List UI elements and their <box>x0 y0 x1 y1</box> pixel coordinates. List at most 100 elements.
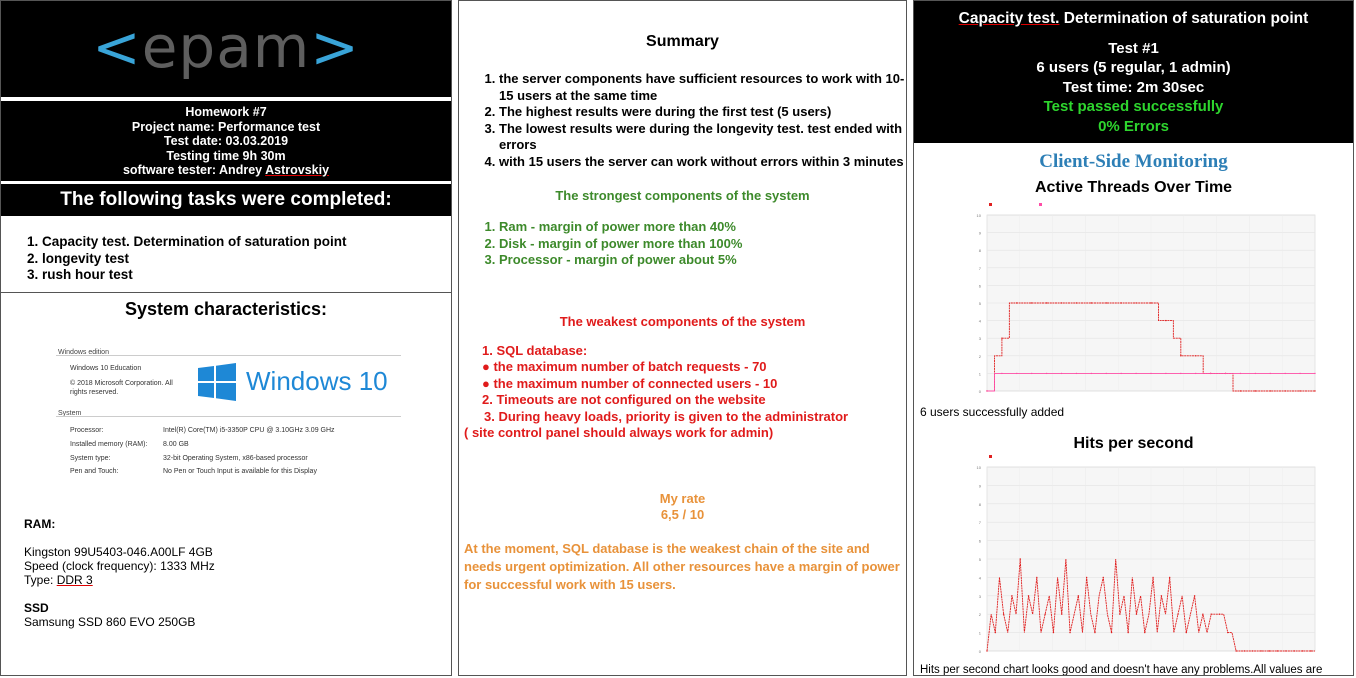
list-item: longevity test <box>42 251 451 268</box>
tester-name: Astrovskiy <box>265 163 330 177</box>
data-point <box>1090 302 1093 304</box>
testing-time: Testing time 9h 30m <box>166 148 286 163</box>
list-item: 3. During heavy loads, priority is given… <box>484 408 849 424</box>
data-point <box>1019 558 1021 560</box>
data-point <box>1135 302 1137 304</box>
rate-block: My rate 6,5 / 10 <box>459 491 906 524</box>
homework-info: Homework #7 Project name: Performance te… <box>1 101 451 181</box>
data-point <box>1301 650 1304 652</box>
pen-touch-value: No Pen or Touch Input is available for t… <box>163 468 317 475</box>
data-point <box>1069 631 1071 634</box>
y-tick-label: 6 <box>979 283 982 288</box>
title-underlined: Capacity test. <box>958 10 1060 27</box>
data-point <box>1150 302 1152 304</box>
list-item: the server components have sufficient re… <box>499 71 906 104</box>
list-item: 1. SQL database: <box>482 342 588 358</box>
ram-speed: Speed (clock frequency): 1333 MHz <box>24 559 215 573</box>
capacity-test-title: Capacity test. Determination of saturati… <box>914 9 1353 29</box>
data-point <box>1052 631 1055 634</box>
data-point <box>1045 302 1048 304</box>
list-item: ● the maximum number of batch requests -… <box>482 359 767 374</box>
data-point <box>1177 613 1179 615</box>
list-item: Ram - margin of power more than 40% <box>499 219 906 236</box>
data-point <box>1016 302 1018 304</box>
chart2-caption: Hits per second chart looks good and doe… <box>920 664 1323 676</box>
ssd-heading: SSD <box>24 601 49 615</box>
project-name: Project name: Performance test <box>131 119 321 134</box>
y-tick-label: 5 <box>979 301 982 306</box>
logo-bracket-left: < <box>92 13 142 81</box>
ram-label: Installed memory (RAM): <box>70 441 148 448</box>
panel-summary: Summary the server components have suffi… <box>458 0 907 676</box>
weakest-title: The weakest components of the system <box>559 313 806 329</box>
data-point <box>1285 650 1287 652</box>
data-point <box>986 390 988 392</box>
data-point <box>1314 390 1316 392</box>
data-point <box>1045 372 1048 375</box>
test-passed: Test passed successfully <box>1043 98 1224 115</box>
test-users: 6 users (5 regular, 1 admin) <box>1036 59 1231 76</box>
weakest-list: 1. SQL database: ● the maximum number of… <box>459 343 906 442</box>
list-item: with 15 users the server can work withou… <box>499 154 906 171</box>
data-point <box>1135 613 1138 615</box>
list-item: ● the maximum number of connected users … <box>482 375 778 391</box>
y-tick-label: 2 <box>979 612 982 617</box>
data-point <box>1165 372 1167 375</box>
active-threads-svg: 0 1 2 3 4 5 6 7 8 9 10 <box>959 201 1319 401</box>
y-tick-label: 10 <box>977 465 982 470</box>
windows-10-wordmark: Windows 10 <box>246 366 388 396</box>
epam-logo: <epam> <box>1 1 451 97</box>
conclusion-text: At the moment, SQL database is the weake… <box>464 540 900 592</box>
data-point <box>1254 390 1257 392</box>
pen-touch-label: Pen and Touch: <box>70 468 119 475</box>
y-tick-label: 9 <box>979 231 982 236</box>
tasks-list: Capacity test. Determination of saturati… <box>1 234 451 284</box>
data-point <box>1150 372 1152 375</box>
test-date: Test date: 03.03.2019 <box>163 134 289 148</box>
y-tick-label: 4 <box>979 319 982 324</box>
system-characteristics-title: System characteristics: <box>124 298 328 319</box>
data-point <box>1299 372 1301 375</box>
legend-swatch <box>989 455 992 458</box>
y-tick-label: 7 <box>979 266 982 271</box>
homework-title: Homework #7 <box>185 105 267 119</box>
data-point <box>1210 613 1212 615</box>
active-threads-title: Active Threads Over Time <box>1034 179 1233 196</box>
data-point <box>1044 613 1046 615</box>
data-point <box>1227 631 1229 634</box>
chart1-caption: 6 users successfully added <box>920 405 1065 419</box>
data-point <box>1165 319 1167 322</box>
data-point <box>1299 390 1301 392</box>
data-point <box>1075 302 1078 304</box>
y-tick-label: 0 <box>979 649 982 654</box>
data-point <box>1195 372 1197 375</box>
data-point <box>1002 613 1005 615</box>
data-point <box>1031 302 1033 304</box>
data-point <box>1193 595 1196 597</box>
data-point <box>1209 372 1212 375</box>
list-item: Disk - margin of power more than 100% <box>499 236 906 253</box>
data-point <box>1239 372 1242 375</box>
ram-heading: RAM: <box>24 517 56 531</box>
data-point <box>1036 576 1038 579</box>
test-time: Test time: 2m 30sec <box>1062 78 1205 96</box>
data-point <box>1218 613 1221 615</box>
tasks-title: The following tasks were completed: <box>1 184 451 216</box>
data-point <box>994 631 997 634</box>
tester-line: software tester: Andrey Astrovskiy <box>1 163 451 178</box>
y-tick-label: 6 <box>979 539 982 544</box>
y-tick-label: 1 <box>979 371 982 376</box>
data-point <box>1077 595 1080 597</box>
summary-title: Summary <box>646 33 719 50</box>
data-point <box>1119 613 1121 615</box>
data-point <box>1094 631 1096 634</box>
rate-value: 6,5 / 10 <box>660 507 705 522</box>
findings-list: the server components have sufficient re… <box>459 71 906 170</box>
windows-system-info: Windows edition Windows 10 Education © 2… <box>56 349 401 479</box>
data-point <box>1144 631 1146 634</box>
ram-type: Type: DDR 3 <box>24 573 215 587</box>
system-header: System <box>58 410 82 417</box>
list-item: rush hour test <box>42 267 451 284</box>
data-point <box>1310 650 1312 652</box>
list-item: The lowest results were during the longe… <box>499 121 906 154</box>
